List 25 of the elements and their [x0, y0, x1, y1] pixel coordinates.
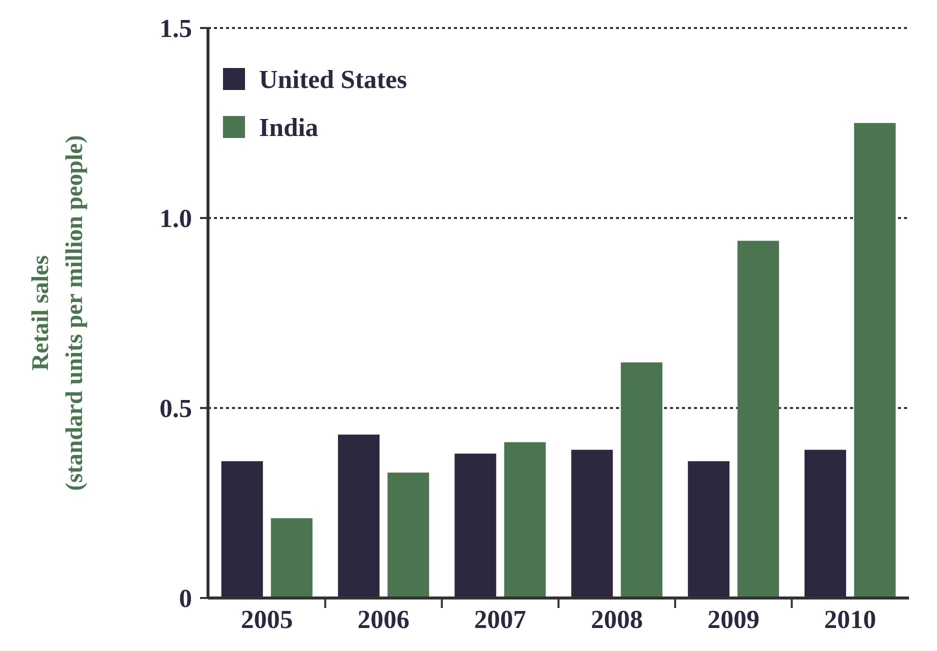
- bar: [270, 518, 312, 598]
- bar: [388, 472, 430, 598]
- bar: [454, 454, 496, 598]
- y-tick-label: 0.5: [160, 394, 192, 423]
- bar: [504, 442, 546, 598]
- legend-label: India: [259, 113, 318, 142]
- y-tick-label: 1.5: [160, 14, 192, 43]
- x-tick-label: 2010: [824, 605, 876, 634]
- x-tick-label: 2006: [358, 605, 410, 634]
- bar: [737, 240, 780, 598]
- bar: [804, 450, 846, 598]
- bar: [688, 461, 730, 598]
- x-tick-label: 2005: [240, 605, 293, 634]
- bar: [338, 434, 380, 598]
- bar: [571, 450, 613, 598]
- y-axis-title: Retail sales (standard units per million people): [28, 135, 88, 491]
- x-tick-label: 2009: [707, 605, 760, 634]
- legend-label: United States: [259, 65, 408, 94]
- x-tick-label: 2008: [590, 605, 643, 634]
- bar: [221, 461, 263, 598]
- y-tick-label: 1.0: [160, 204, 192, 233]
- bar: [620, 362, 662, 598]
- y-tick-label: 0: [179, 584, 192, 613]
- x-tick-label: 2007: [474, 605, 526, 634]
- bar: [854, 123, 896, 598]
